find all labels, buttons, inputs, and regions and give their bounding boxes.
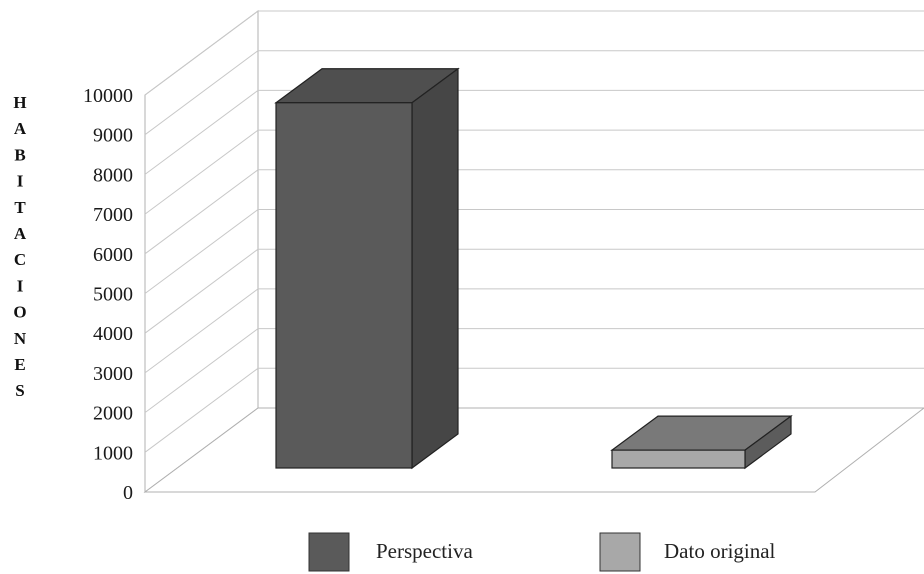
bar-2 [610,414,793,470]
y-tick-label: 8000 [93,164,133,186]
bar-front-face [611,449,746,469]
y-axis-label-letter: N [14,329,27,348]
y-axis-label-letter: I [17,276,24,295]
y-tick-label: 4000 [93,323,133,345]
legend-swatch [308,532,350,572]
y-axis-label-letter: H [13,93,26,112]
gridline-side [144,248,259,334]
y-tick-label: 6000 [93,244,133,266]
legend-label: Perspectiva [376,539,473,563]
y-tick-label: 1000 [93,442,133,464]
gridline-side [144,209,259,294]
gridline-side [144,10,259,96]
legend-label: Dato original [664,539,776,563]
y-tick-label: 5000 [93,284,133,306]
bars [274,67,793,470]
gridline-side [144,89,259,175]
y-axis-label-letter: O [13,303,26,322]
bar-front-face [275,102,413,469]
y-axis-label-letter: B [14,145,25,164]
y-axis-label-letter: I [17,172,24,191]
chart-walls [143,10,924,493]
floor [143,407,924,493]
y-tick-label: 9000 [93,125,133,147]
gridline-side [144,50,259,136]
y-axis-label-letter: C [14,250,26,269]
gridlines [144,10,924,453]
y-tick-label: 3000 [93,363,133,385]
y-tick-label: 10000 [83,85,133,107]
y-axis-label-letter: S [15,381,24,400]
y-tick-label: 7000 [93,204,133,226]
y-axis-label-letter: E [14,355,25,374]
bar-1 [274,67,460,470]
bar-side-face [411,67,459,470]
gridline-side [144,288,259,374]
y-axis-ticks: 0 1000 2000 3000 4000 5000 6000 7000 8000 9000 100… [83,85,133,504]
legend-swatch [599,532,641,572]
y-tick-label: 0 [123,482,133,504]
gridline-side [144,328,259,414]
y-tick-label: 2000 [93,403,133,425]
y-axis-label-letter: T [14,198,26,217]
y-axis-label-letter: A [14,224,27,243]
gridline-side [144,169,259,255]
gridline-side [144,129,259,215]
legend: Perspectiva Dato original [308,532,776,572]
gridline-side [144,367,259,453]
y-axis-label-letter: A [14,119,27,138]
